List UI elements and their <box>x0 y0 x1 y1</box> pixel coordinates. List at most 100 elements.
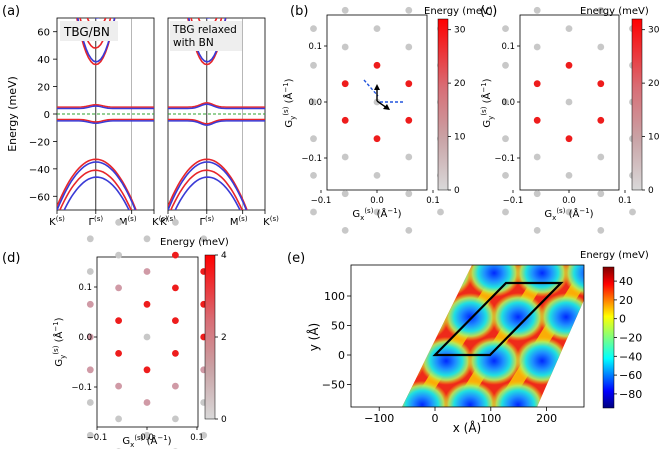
lattice-point <box>437 208 444 216</box>
band-line <box>57 161 137 210</box>
lattice-point <box>533 6 541 14</box>
lattice-point <box>86 431 94 439</box>
lattice-point <box>565 25 573 32</box>
y-tick-label: 0.1 <box>501 42 515 52</box>
panel-label-a: (a) <box>2 4 20 19</box>
colorbar-ticks-e: 40 20 0 −20 −40 −60 −80 <box>614 275 642 401</box>
lattice-point <box>310 98 317 106</box>
lattice-point <box>86 333 94 341</box>
ylabel-d: Gy(s) (Å−1) <box>52 317 67 366</box>
lattice-point <box>172 251 179 259</box>
dashed-vector <box>363 79 379 97</box>
lattice-point <box>502 61 509 69</box>
colorbar-tick-label: 2 <box>221 333 227 343</box>
colorbar-d <box>204 254 216 420</box>
colorbar-c <box>631 18 643 191</box>
colorbar-tick-label: 10 <box>454 133 466 143</box>
x-tick-label: K(s) <box>263 215 279 228</box>
flat-band <box>57 103 154 108</box>
lattice-point <box>373 208 381 216</box>
band-lines <box>57 18 154 210</box>
x-tick-label: 0 <box>432 412 439 425</box>
colorbar-tick-label: 4 <box>221 251 227 261</box>
lattice-point <box>172 284 179 292</box>
lattice-point <box>373 98 381 106</box>
potential-well <box>539 293 584 341</box>
lattice-point <box>341 6 349 14</box>
potential-well <box>443 380 498 407</box>
colorbar-b <box>437 18 449 191</box>
lattice-point <box>341 116 349 124</box>
panel-label-c: (c) <box>480 4 497 19</box>
colorbar-tick-label: −40 <box>619 350 642 363</box>
a-yticks: 60 40 20 0 −20 −40 −60 <box>29 28 57 203</box>
potential-well <box>402 380 450 407</box>
lattice-point <box>86 235 94 243</box>
lattice-point <box>200 235 208 243</box>
lattice-point <box>172 317 179 324</box>
arrow-head <box>374 84 380 90</box>
lattice-point <box>405 190 413 198</box>
c-frame <box>519 14 620 191</box>
lattice-point <box>373 25 381 32</box>
lattice-point <box>533 43 541 51</box>
ylabel-a: Energy (meV) <box>6 76 19 152</box>
lattice-point <box>115 415 122 423</box>
colorbar-e <box>602 266 615 409</box>
x-tick-label: K(s) <box>49 215 65 228</box>
lattice-point <box>502 172 509 179</box>
x-tick-label: 200 <box>536 412 557 425</box>
colorbar-tick-label: 10 <box>648 133 660 143</box>
colorbar-tick-label: 30 <box>648 26 660 36</box>
lattice-point <box>502 208 509 216</box>
flat-band <box>168 102 265 108</box>
panel-label-b: (b) <box>290 4 308 19</box>
y-tick-label: −0.1 <box>494 154 515 164</box>
band-line <box>205 18 211 19</box>
ylabel-e: y (Å) <box>306 323 321 352</box>
xlabel-b: Gx(s) (Å−1) <box>352 207 401 222</box>
y-tick-label: 0.1 <box>308 42 322 52</box>
potential-well <box>467 336 522 385</box>
lattice-point <box>115 382 122 390</box>
subplot-label-line-1: TBG relaxed <box>172 24 237 36</box>
ylabel-c: Gy(s) (Å−1) <box>480 78 495 127</box>
colorbar-tick-label: 0 <box>619 313 626 326</box>
lattice-point <box>405 80 413 88</box>
band-line <box>168 161 248 210</box>
lattice-point <box>310 61 317 69</box>
lattice-point <box>143 235 151 243</box>
lattice-point <box>533 80 541 88</box>
lattice-point <box>565 98 573 106</box>
x-tick-label: −100 <box>364 412 394 425</box>
colorbar-title-e: Energy (meV) <box>580 250 649 261</box>
lattice-point <box>597 6 605 14</box>
lattice-point <box>172 219 179 226</box>
lattice-point <box>629 208 636 216</box>
band-line <box>174 176 241 210</box>
e-heatmap <box>402 265 584 407</box>
lattice-point <box>565 172 573 179</box>
colorbar-title-d: Energy (meV) <box>160 237 229 248</box>
lattice-point <box>341 153 349 161</box>
potential-well <box>402 265 426 297</box>
potential-well <box>491 293 546 341</box>
potential-well <box>563 265 584 297</box>
colorbar-tick-label: 0 <box>648 186 654 196</box>
potential-well <box>467 265 522 297</box>
lattice-point <box>86 366 94 374</box>
subplot-tbg-bn: TBG/BN <box>56 17 155 211</box>
band-line <box>57 158 137 210</box>
lattice-point <box>143 268 151 275</box>
lattice-point <box>373 61 381 69</box>
lattice-point <box>310 172 317 179</box>
subplot-label-tbg-bn: TBG/BN <box>63 25 110 39</box>
y-tick-label: 0.0 <box>78 333 92 343</box>
flat-band <box>57 118 154 123</box>
lattice-point <box>341 190 349 198</box>
lattice-point <box>502 98 509 106</box>
lattice-point <box>405 116 413 124</box>
subplot-label-line-2: with BN <box>173 37 214 49</box>
lattice-point <box>143 399 151 406</box>
lattice-point <box>597 116 605 124</box>
